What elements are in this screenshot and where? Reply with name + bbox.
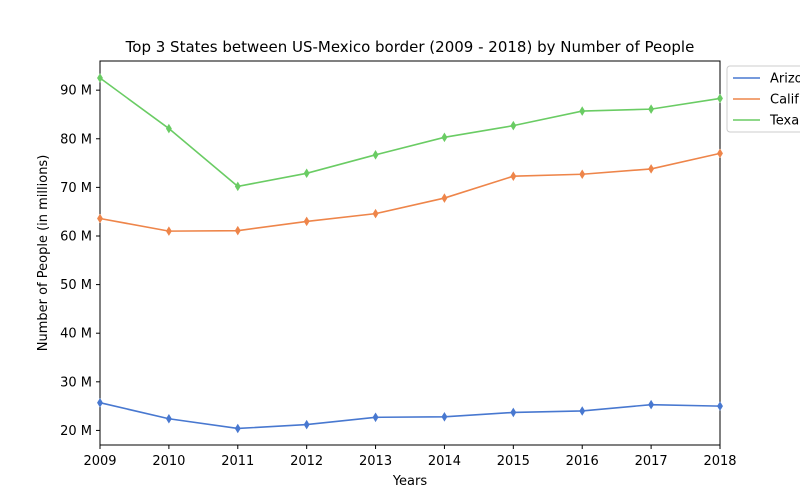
data-point-texas bbox=[648, 104, 655, 114]
x-tick-label: 2009 bbox=[83, 454, 116, 469]
y-tick-label: 70 M bbox=[60, 181, 92, 196]
data-point-texas bbox=[234, 181, 241, 192]
legend-label-arizona: Arizo bbox=[770, 72, 800, 87]
data-point-arizona bbox=[579, 406, 586, 416]
data-point-texas bbox=[579, 106, 586, 116]
y-tick-label: 80 M bbox=[60, 132, 92, 147]
x-tick-label: 2015 bbox=[497, 454, 530, 469]
data-point-arizona bbox=[510, 407, 517, 418]
data-point-arizona bbox=[234, 423, 241, 434]
data-point-texas bbox=[165, 123, 172, 134]
data-point-california bbox=[648, 164, 655, 174]
data-point-arizona bbox=[717, 401, 723, 411]
legend: Arizo Calif Texa bbox=[726, 65, 800, 133]
y-tick-label: 30 M bbox=[60, 375, 92, 390]
data-point-arizona bbox=[165, 413, 172, 424]
x-tick-label: 2017 bbox=[635, 454, 668, 469]
x-tick-label: 2018 bbox=[703, 454, 736, 469]
plot-area bbox=[99, 60, 721, 446]
chart-title: Top 3 States between US-Mexico border (2… bbox=[125, 38, 695, 56]
y-tick-label: 90 M bbox=[60, 84, 92, 99]
legend-box bbox=[726, 65, 800, 133]
data-point-texas bbox=[717, 93, 723, 104]
y-tick-label: 20 M bbox=[60, 424, 92, 439]
data-point-arizona bbox=[441, 412, 448, 422]
data-point-arizona bbox=[648, 399, 655, 410]
data-point-california bbox=[717, 148, 723, 159]
x-tick-label: 2013 bbox=[359, 454, 392, 469]
data-point-california bbox=[579, 169, 586, 180]
y-tick-label: 40 M bbox=[60, 327, 92, 342]
y-axis-label: Number of People (in millions) bbox=[36, 155, 51, 352]
series-line-california bbox=[99, 152, 721, 232]
data-point-arizona bbox=[97, 397, 103, 408]
data-point-arizona bbox=[303, 419, 310, 430]
data-point-california bbox=[303, 216, 310, 227]
data-point-texas bbox=[441, 132, 448, 143]
data-point-california bbox=[97, 213, 103, 224]
x-tick-label: 2011 bbox=[221, 454, 254, 469]
x-tick-label: 2016 bbox=[566, 454, 599, 469]
x-tick-label: 2014 bbox=[428, 454, 461, 469]
data-point-texas bbox=[510, 120, 517, 131]
series-line-texas bbox=[99, 77, 721, 188]
y-tick-label: 50 M bbox=[60, 278, 92, 293]
data-point-arizona bbox=[372, 412, 379, 423]
legend-label-texas: Texa bbox=[769, 114, 799, 129]
legend-label-california: Calif bbox=[770, 93, 799, 108]
data-point-texas bbox=[97, 73, 103, 83]
x-axis-label: Years bbox=[392, 474, 428, 489]
data-point-california bbox=[510, 171, 517, 181]
y-tick-label: 60 M bbox=[60, 229, 92, 244]
x-tick-label: 2010 bbox=[152, 454, 185, 469]
data-point-california bbox=[165, 226, 172, 236]
x-tick-label: 2012 bbox=[290, 454, 323, 469]
data-point-california bbox=[372, 208, 379, 219]
data-point-california bbox=[234, 225, 241, 236]
data-point-texas bbox=[303, 168, 310, 179]
data-point-california bbox=[441, 193, 448, 203]
data-point-texas bbox=[372, 150, 379, 160]
series-line-arizona bbox=[99, 401, 721, 430]
